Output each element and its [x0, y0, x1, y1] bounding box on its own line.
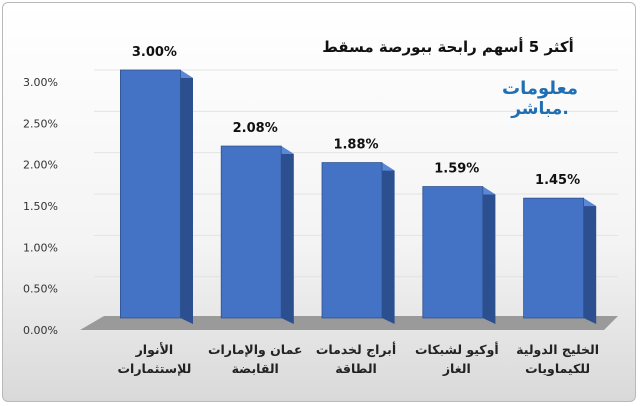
y-tick-label: 2.00% — [23, 159, 58, 172]
bar-side — [180, 70, 193, 324]
bar — [321, 162, 383, 319]
y-tick-label: 2.50% — [23, 117, 58, 130]
category-label: أبراج لخدمات — [316, 341, 396, 357]
data-label: 2.08% — [233, 121, 278, 136]
bar — [422, 186, 484, 319]
bar — [220, 145, 282, 319]
data-label: 1.59% — [434, 162, 479, 177]
bar-side — [583, 198, 597, 324]
category-label: الخليج الدولية — [516, 342, 599, 357]
y-tick-label: 0.00% — [23, 324, 58, 337]
bar-side — [482, 186, 496, 324]
category-label: للكيماويات — [525, 361, 590, 376]
y-tick-label: 1.50% — [23, 200, 58, 213]
chart-title: أكثر 5 أسهم رابحة ببورصة مسقط — [322, 37, 574, 56]
logo-line1: معلومات — [502, 78, 578, 99]
data-label: 1.88% — [333, 138, 378, 153]
data-label: 1.45% — [535, 173, 580, 188]
category-label: الغاز — [442, 361, 471, 376]
y-tick-label: 1.00% — [23, 241, 58, 254]
chart-floor — [80, 316, 618, 330]
bar — [120, 69, 181, 319]
category-label: الطاقة — [335, 361, 377, 376]
category-label: للإستثمارات — [117, 361, 191, 376]
logo: معلومات مباشر. — [502, 78, 578, 119]
category-label: عمان والإمارات — [208, 342, 302, 357]
data-label: 3.00% — [132, 45, 177, 60]
logo-line2: مباشر. — [510, 99, 569, 119]
bar-side — [382, 162, 395, 324]
category-label: القابضة — [232, 361, 279, 376]
y-tick-label: 0.50% — [23, 283, 58, 296]
bar — [523, 197, 584, 319]
y-tick-label: 3.00% — [23, 76, 58, 89]
category-label: الأنوار — [135, 342, 174, 357]
category-label: أوكيو لشبكات — [415, 341, 499, 357]
bar-side — [281, 146, 294, 324]
